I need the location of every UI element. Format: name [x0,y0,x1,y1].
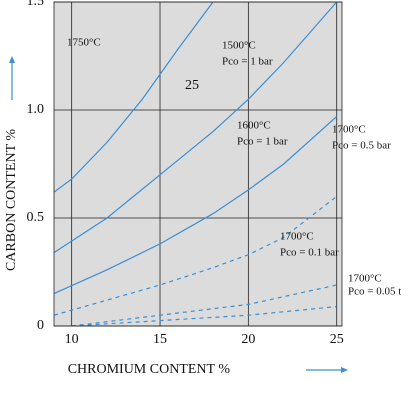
y-tick-label: 0.5 [27,210,45,225]
y-tick-label: 0 [37,318,44,333]
y-tick-label: 1.0 [27,102,45,117]
curve-label: Pco = 1 bar [237,136,288,148]
curve-label: 1700°C [348,273,382,285]
curve [53,1,214,193]
curve-label: Pco = 0.1 bar [280,247,339,259]
plot-frame [53,1,343,327]
x-axis-label: CHROMIUM CONTENT % [68,362,231,377]
y-arrow-head [9,56,15,63]
y-axis-label: CARBON CONTENT % [4,129,19,271]
curve-label: Pco = 0.05 t [348,286,401,298]
curve-label: 1600°C [237,120,271,132]
x-tick-label: 20 [241,332,255,347]
x-tick-label: 15 [153,332,167,347]
curve-label: 1500°C [222,40,256,52]
curve [53,195,338,316]
curve-label: Pco = 0.5 bar [332,140,391,152]
x-tick-label: 10 [65,332,79,347]
curve-label: 1700°C [332,124,366,136]
annotation: 25 [185,78,199,93]
curve-label: Pco = 1 bar [222,56,273,68]
x-arrow-head [341,367,348,373]
curve-label: 1750°C [67,37,101,49]
plot-area [54,2,342,326]
curve [53,1,338,254]
x-tick-label: 25 [330,332,344,347]
curve-label: 1700°C [280,231,314,243]
curve [53,116,338,295]
y-tick-label: 1.5 [27,0,45,9]
